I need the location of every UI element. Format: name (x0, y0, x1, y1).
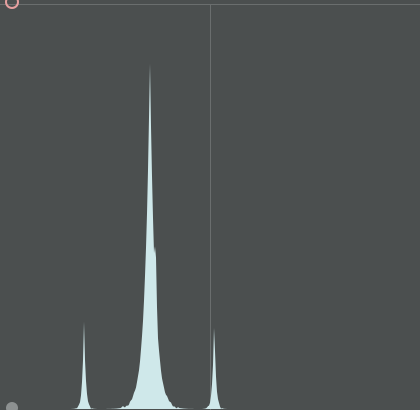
circle-handle-icon[interactable] (6, 402, 18, 410)
circle-handle-icon[interactable] (5, 0, 19, 9)
top-left-handle[interactable] (5, 0, 19, 9)
bottom-left-handle[interactable] (6, 402, 18, 410)
